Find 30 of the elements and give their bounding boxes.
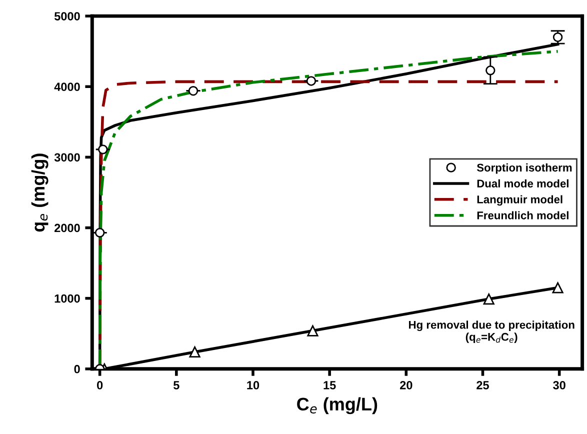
point bbox=[98, 144, 108, 154]
annotation: Hg removal due to precipitation (q$_{e}$=K$_{d}$C$_{e}$) bbox=[409, 320, 574, 343]
x-tick-label: 20 bbox=[400, 381, 412, 390]
x-axis-title: C$_{e}$ (mg/L) bbox=[297, 397, 378, 414]
y-axis-title: q$_{e}$ (mg/g) bbox=[31, 154, 48, 232]
point bbox=[307, 325, 318, 336]
y-tick-label: 4000 bbox=[54, 82, 80, 92]
legend-label: Langmuir model bbox=[477, 195, 562, 206]
legend-label: Dual mode model bbox=[477, 179, 568, 188]
legend-label: Freundlich model bbox=[477, 211, 568, 220]
x-tick-label: 25 bbox=[476, 381, 489, 390]
point bbox=[94, 228, 105, 238]
point bbox=[189, 346, 200, 358]
y-tick-label: 3000 bbox=[54, 153, 80, 162]
point bbox=[552, 32, 563, 42]
y-tick-label: 5000 bbox=[54, 12, 80, 20]
y-tick-label: 2000 bbox=[54, 224, 80, 232]
x-tick-label: 30 bbox=[553, 381, 566, 390]
x-tick-label: 15 bbox=[324, 381, 336, 390]
y-tick-label: 0 bbox=[74, 364, 80, 374]
y-tick-label: 1000 bbox=[54, 294, 80, 303]
point bbox=[306, 76, 316, 86]
point bbox=[552, 282, 564, 294]
point bbox=[486, 66, 496, 76]
point bbox=[483, 293, 494, 305]
x-tick-label: 10 bbox=[247, 381, 260, 390]
x-tick-label: 0 bbox=[97, 381, 103, 390]
legend-label: Sorption isotherm bbox=[476, 163, 572, 174]
x-tick-label: 5 bbox=[173, 381, 180, 390]
point bbox=[188, 86, 198, 96]
